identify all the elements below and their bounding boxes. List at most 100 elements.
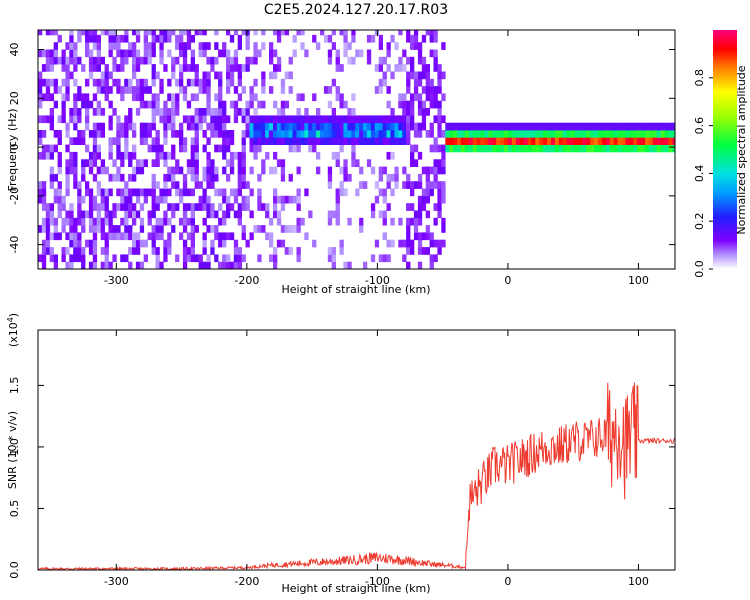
spectrogram-cell <box>135 108 141 116</box>
spectrogram-cell <box>413 30 419 36</box>
spectrogram-cell <box>206 254 211 263</box>
spectrogram-cell <box>441 130 446 138</box>
spectrogram-cell <box>523 130 528 138</box>
spectrogram-cell <box>61 108 66 116</box>
spectrogram-cell <box>135 166 141 175</box>
spectrogram-cell <box>143 188 148 197</box>
spectrogram-cell <box>120 195 125 204</box>
spectrogram-cell <box>335 195 340 204</box>
spectrogram-cell <box>327 173 333 182</box>
spectrogram-cell <box>218 115 223 124</box>
spectrogram-cell <box>69 261 74 269</box>
spectrogram-cell <box>69 115 74 124</box>
spectrogram-cell <box>186 34 192 43</box>
spectrogram-cell <box>128 115 133 124</box>
spectrogram-cell <box>45 225 51 233</box>
spectrogram-cell <box>429 188 434 197</box>
spectrogram-cell <box>370 137 376 145</box>
spectrogram-cell <box>218 217 223 226</box>
spectrogram-cell <box>73 159 78 167</box>
spectrogram-cell <box>206 42 211 50</box>
spectrogram-cell <box>605 130 611 138</box>
spectrogram-cell <box>65 159 70 167</box>
spectrogram-cell <box>190 210 195 219</box>
spectrogram-cell <box>660 137 665 145</box>
spectrogram-cell <box>269 42 274 50</box>
spectrogram-cell <box>378 42 383 50</box>
spectrogram-cell <box>179 166 184 175</box>
spectrogram-cell <box>406 78 411 87</box>
spectrogram-cell <box>296 225 301 233</box>
spectrogram-cell <box>182 225 188 233</box>
spectrogram-cell <box>269 239 274 248</box>
spectrogram-cell <box>245 42 250 50</box>
spectrogram-cell <box>633 137 638 145</box>
spectrogram-cell <box>472 122 477 131</box>
spectrogram-cell <box>65 78 70 87</box>
spectrogram-cell <box>139 188 145 197</box>
spectrogram-cell <box>257 188 262 197</box>
spectrogram-cell <box>100 86 105 94</box>
spectrogram-cell <box>155 254 160 263</box>
spectrogram-cell <box>112 159 117 167</box>
spectrogram-cell <box>359 137 364 145</box>
spectrogram-cell <box>425 247 430 255</box>
spectrogram-cell <box>182 254 188 263</box>
spectrogram-cell <box>139 100 145 109</box>
spectrogram-cell <box>53 232 58 241</box>
spectrogram-cell <box>159 144 164 153</box>
spectrogram-cell <box>413 232 419 241</box>
spectrogram-cell <box>237 34 242 43</box>
spectrogram-cell <box>190 188 195 197</box>
spectrogram-cell <box>233 86 239 94</box>
spectrogram-cell <box>108 115 113 124</box>
spectrogram-cell <box>351 159 356 167</box>
spectrogram-cell <box>449 122 454 131</box>
spectrogram-cell <box>139 166 145 175</box>
spectrogram-cell <box>425 225 430 233</box>
spectrogram-cell <box>100 159 105 167</box>
spectrogram-cell <box>237 166 242 175</box>
spectrogram-cell <box>229 232 235 241</box>
spectrogram-cell <box>660 130 665 138</box>
spectrogram-cell <box>280 225 286 233</box>
spectrogram-cell <box>445 144 450 153</box>
spectrogram-cell <box>85 42 90 50</box>
spectrogram-cell <box>226 137 231 145</box>
spectrogram-cell <box>77 217 82 226</box>
spectrogram-y-tick-label: -20 <box>8 187 21 205</box>
spectrogram-cell <box>359 181 364 189</box>
spectrogram-cell <box>53 130 58 138</box>
spectrogram-cell <box>171 181 176 189</box>
spectrogram-cell <box>159 188 164 197</box>
spectrogram-cell <box>519 122 524 131</box>
spectrogram-cell <box>457 137 462 145</box>
spectrogram-cell <box>202 166 207 175</box>
spectrogram-cell <box>445 130 450 138</box>
spectrogram-cell <box>81 137 86 145</box>
spectrogram-cell <box>429 30 434 36</box>
snr-y-tick-label: 0.5 <box>8 500 21 518</box>
spectrogram-cell <box>425 78 430 87</box>
spectrogram-cell <box>88 247 94 255</box>
spectrogram-cell <box>96 203 101 211</box>
spectrogram-cell <box>120 188 125 197</box>
spectrogram-cell <box>155 34 160 43</box>
spectrogram-cell <box>269 86 274 94</box>
spectrogram-cell <box>633 130 638 138</box>
spectrogram-cell <box>288 144 293 153</box>
spectrogram-cell <box>88 239 94 248</box>
spectrogram-cell <box>202 217 207 226</box>
spectrogram-cell <box>269 49 274 58</box>
spectrogram-cell <box>226 86 231 94</box>
spectrogram-cell <box>112 78 117 87</box>
spectrogram-cell <box>476 137 481 145</box>
spectrogram-cell <box>327 217 333 226</box>
spectrogram-cell <box>218 122 223 131</box>
spectrogram-cell <box>257 100 262 109</box>
spectrogram-cell <box>245 30 250 36</box>
spectrogram-ylabel: Frequency (Hz) <box>6 109 19 192</box>
spectrogram-cell <box>468 137 474 145</box>
spectrogram-cell <box>73 115 78 124</box>
spectrogram-cell <box>171 166 176 175</box>
